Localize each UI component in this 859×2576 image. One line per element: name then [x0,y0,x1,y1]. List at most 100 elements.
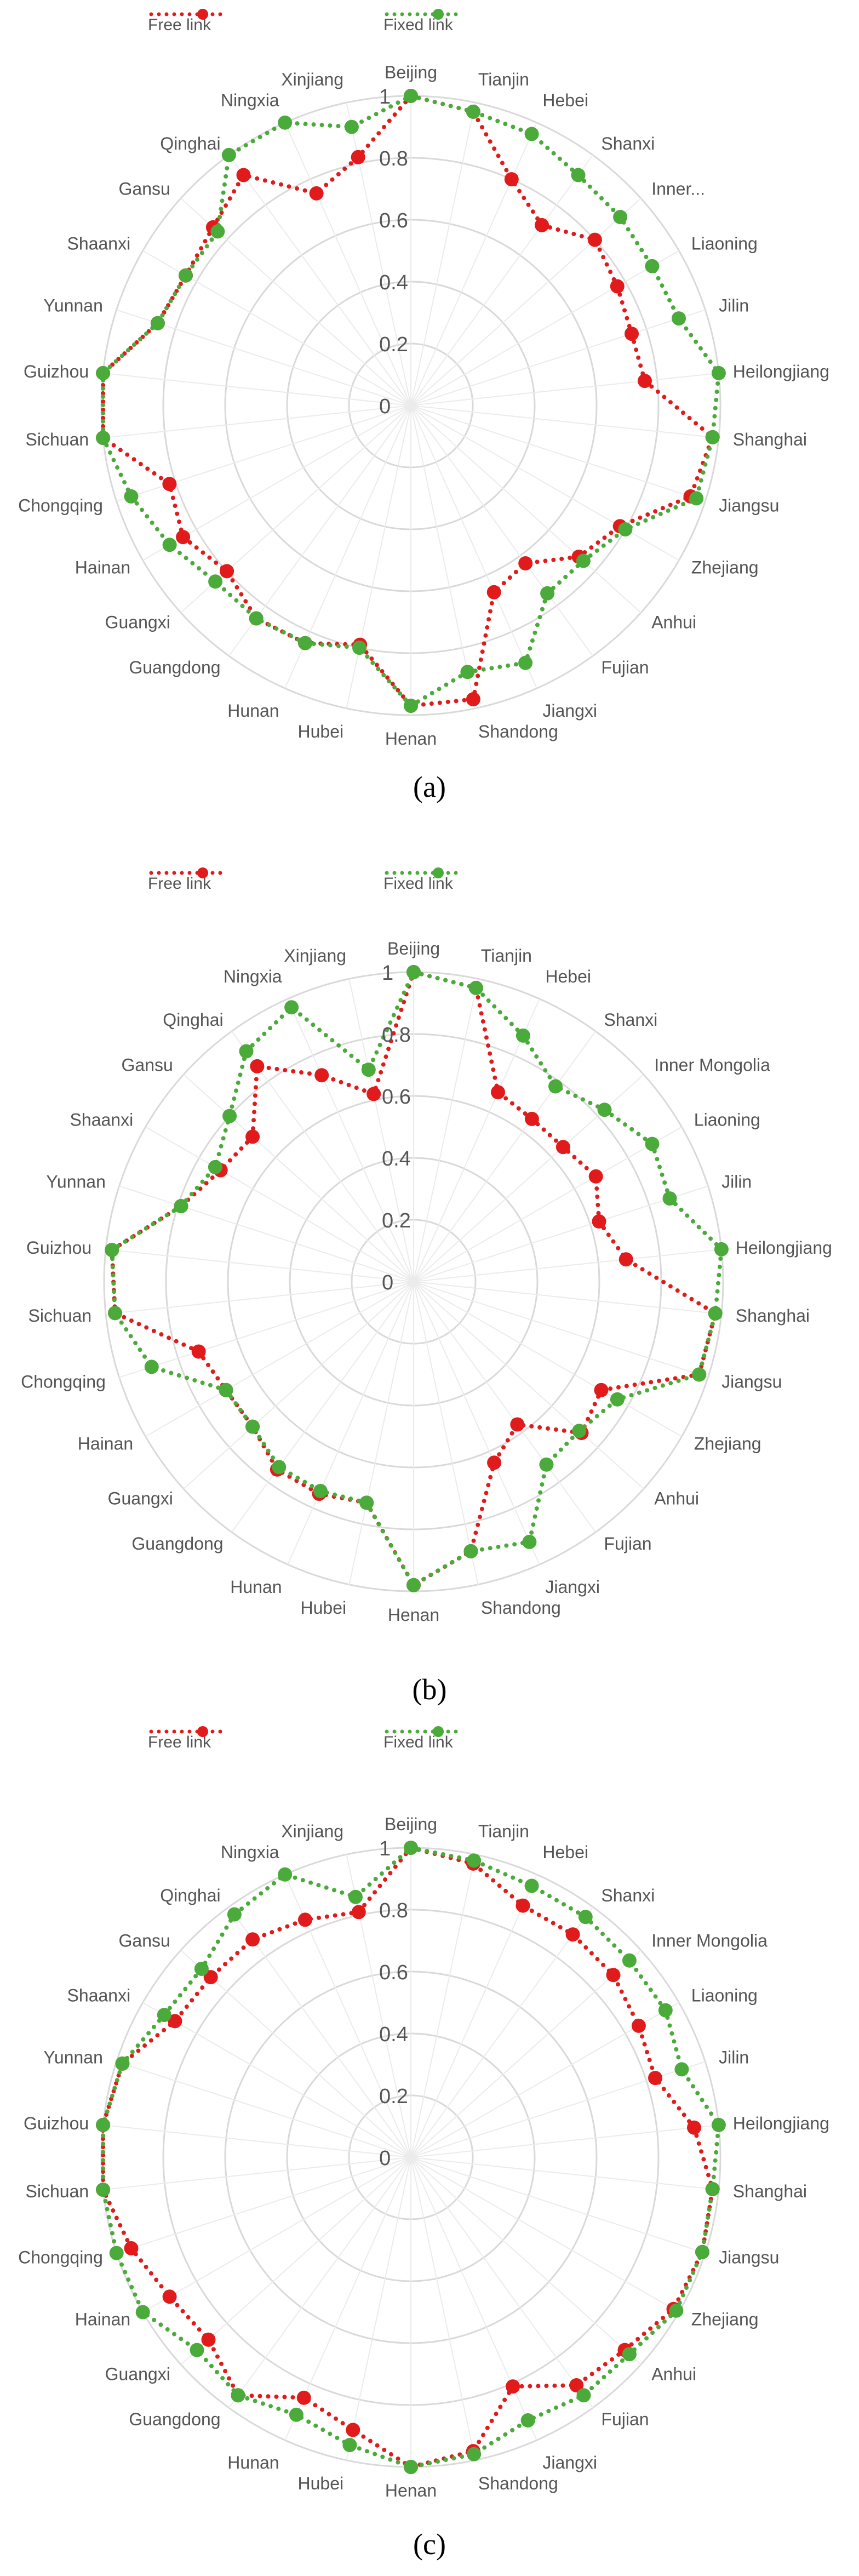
category-label-liaoning: Liaoning [691,1986,758,2006]
point-fixed-link-hubei [342,2438,357,2452]
point-free-link-gansu [245,1129,260,1144]
grid-spoke [410,2157,537,2441]
point-fixed-link-hunan [289,2407,303,2422]
legend-marker [197,9,208,20]
category-label-inner-mongolia: Inner Mongolia [651,1931,768,1951]
grid-spoke [410,2157,706,2254]
grid-spoke [413,1281,708,1378]
point-free-link-inner-mongolia [606,1968,621,1983]
tick-label: 0.6 [379,209,408,232]
point-fixed-link-inner [613,210,628,224]
category-label-heilongjiang: Heilongjiang [736,1238,832,1258]
radar-grid [100,1847,721,2468]
point-free-link-chongqing [124,2241,139,2255]
grid-spoke [348,1281,414,1585]
caption-b: (b) [412,1673,447,1706]
tick-label: 0.2 [382,1209,411,1232]
legend-marker [197,867,208,878]
point-fixed-link-jilin [662,1191,677,1206]
point-fixed-link-guangdong [231,2388,245,2403]
point-free-link-shanxi [524,1111,539,1126]
point-fixed-link-anhui [622,2347,637,2362]
category-label-chongqing: Chongqing [18,496,103,516]
category-label-shaanxi: Shaanxi [67,1986,131,2006]
category-label-ningxia: Ningxia [224,967,282,986]
grid-spoke [231,1281,414,1533]
panel-a: Free link Fixed link 0 0.2 0.4 0.6 0.8 1 Beiji… [0,0,859,859]
category-label-guangxi: Guangxi [105,613,170,632]
point-free-link-qinghai [236,168,251,182]
point-fixed-link-qinghai [227,1907,242,1922]
tick-label: 0.8 [379,147,408,170]
tick-label: 0.6 [379,1961,408,1984]
grid-spoke [228,2157,411,2408]
legend-item-free-link: Free link [148,9,229,42]
point-free-link-jilin [592,1214,606,1229]
point-fixed-link-liaoning [645,1136,660,1151]
point-fixed-link-guizhou [96,2117,111,2132]
category-label-jiangsu: Jiangsu [719,2248,779,2267]
category-label-jiangsu: Jiangsu [719,496,779,516]
category-label-anhui: Anhui [654,1489,699,1509]
grid-spoke [410,405,679,561]
grid-spoke [410,250,679,406]
grid-spoke [180,2157,411,2365]
point-fixed-link-guangxi [190,2343,204,2357]
grid-spoke [105,1248,414,1282]
category-label-xinjiang: Xinjiang [281,70,343,89]
point-fixed-link-sichuan [96,431,111,445]
legend-swatch-free-link [149,9,229,20]
category-label-hainan: Hainan [75,558,130,578]
grid-spoke [410,405,476,709]
point-free-link-liaoning [610,279,625,294]
point-fixed-link-fujian [576,2388,591,2403]
point-fixed-link-yunnan [174,1199,188,1214]
legend-marker [433,1726,444,1737]
point-fixed-link-qinghai [221,147,236,162]
grid-spoke [413,1248,722,1282]
legend: Free link Fixed link [0,1726,859,1759]
category-label-shanghai: Shanghai [736,1306,810,1326]
point-free-link-fujian [569,2378,584,2392]
point-free-link-jilin [625,327,639,341]
grid-spoke [410,405,642,613]
point-free-link-liaoning [631,2018,646,2033]
category-label-shanxi: Shanxi [601,1886,655,1905]
tick-label: 0.4 [382,1147,411,1170]
point-free-link-liaoning [588,1169,603,1184]
legend-swatch-fixed-link [385,9,465,20]
legend: Free link Fixed link [0,867,859,900]
point-fixed-link-chongqing [144,1360,159,1374]
point-fixed-link-hebei [516,1028,530,1043]
point-free-link-hunan [296,2390,311,2405]
point-free-link-shandong [466,692,480,707]
category-label-tianjin: Tianjin [478,1821,529,1841]
point-free-link-hainan [176,530,191,545]
category-label-jiangxi: Jiangxi [545,1577,600,1597]
grid-spoke [413,1281,596,1533]
point-fixed-link-beijing [406,965,421,979]
point-fixed-link-ningxia [278,115,293,130]
point-fixed-link-gansu [210,224,225,239]
category-label-jilin: Jilin [719,2047,749,2067]
tick-label: 1 [379,1837,391,1860]
category-label-hunan: Hunan [227,2453,279,2472]
grid-spoke [346,405,411,709]
point-fixed-link-zhejiang [618,522,633,536]
legend-label-fixed-link: Fixed link [383,875,453,893]
point-fixed-link-beijing [404,89,418,103]
grid-spoke [145,1281,414,1437]
point-fixed-link-henan [406,1578,421,1592]
grid-spoke [410,198,642,406]
radar-chart-c: 0 0.2 0.4 0.6 0.8 1 Beijing Tianjin Hebei Shanxi I… [18,1814,829,2500]
point-fixed-link-shanxi [548,1079,563,1094]
point-fixed-link-hunan [298,636,312,650]
point-fixed-link-tianjin [466,104,480,119]
category-label-guangdong: Guangdong [131,1534,223,1553]
legend-swatch-fixed-link [385,1726,465,1737]
point-fixed-link-shanghai [708,1306,723,1321]
grid-spoke [410,102,476,406]
category-label-guizhou: Guizhou [24,2114,89,2133]
category-label-zhejiang: Zhejiang [691,2310,759,2329]
grid-spoke [410,2157,642,2365]
